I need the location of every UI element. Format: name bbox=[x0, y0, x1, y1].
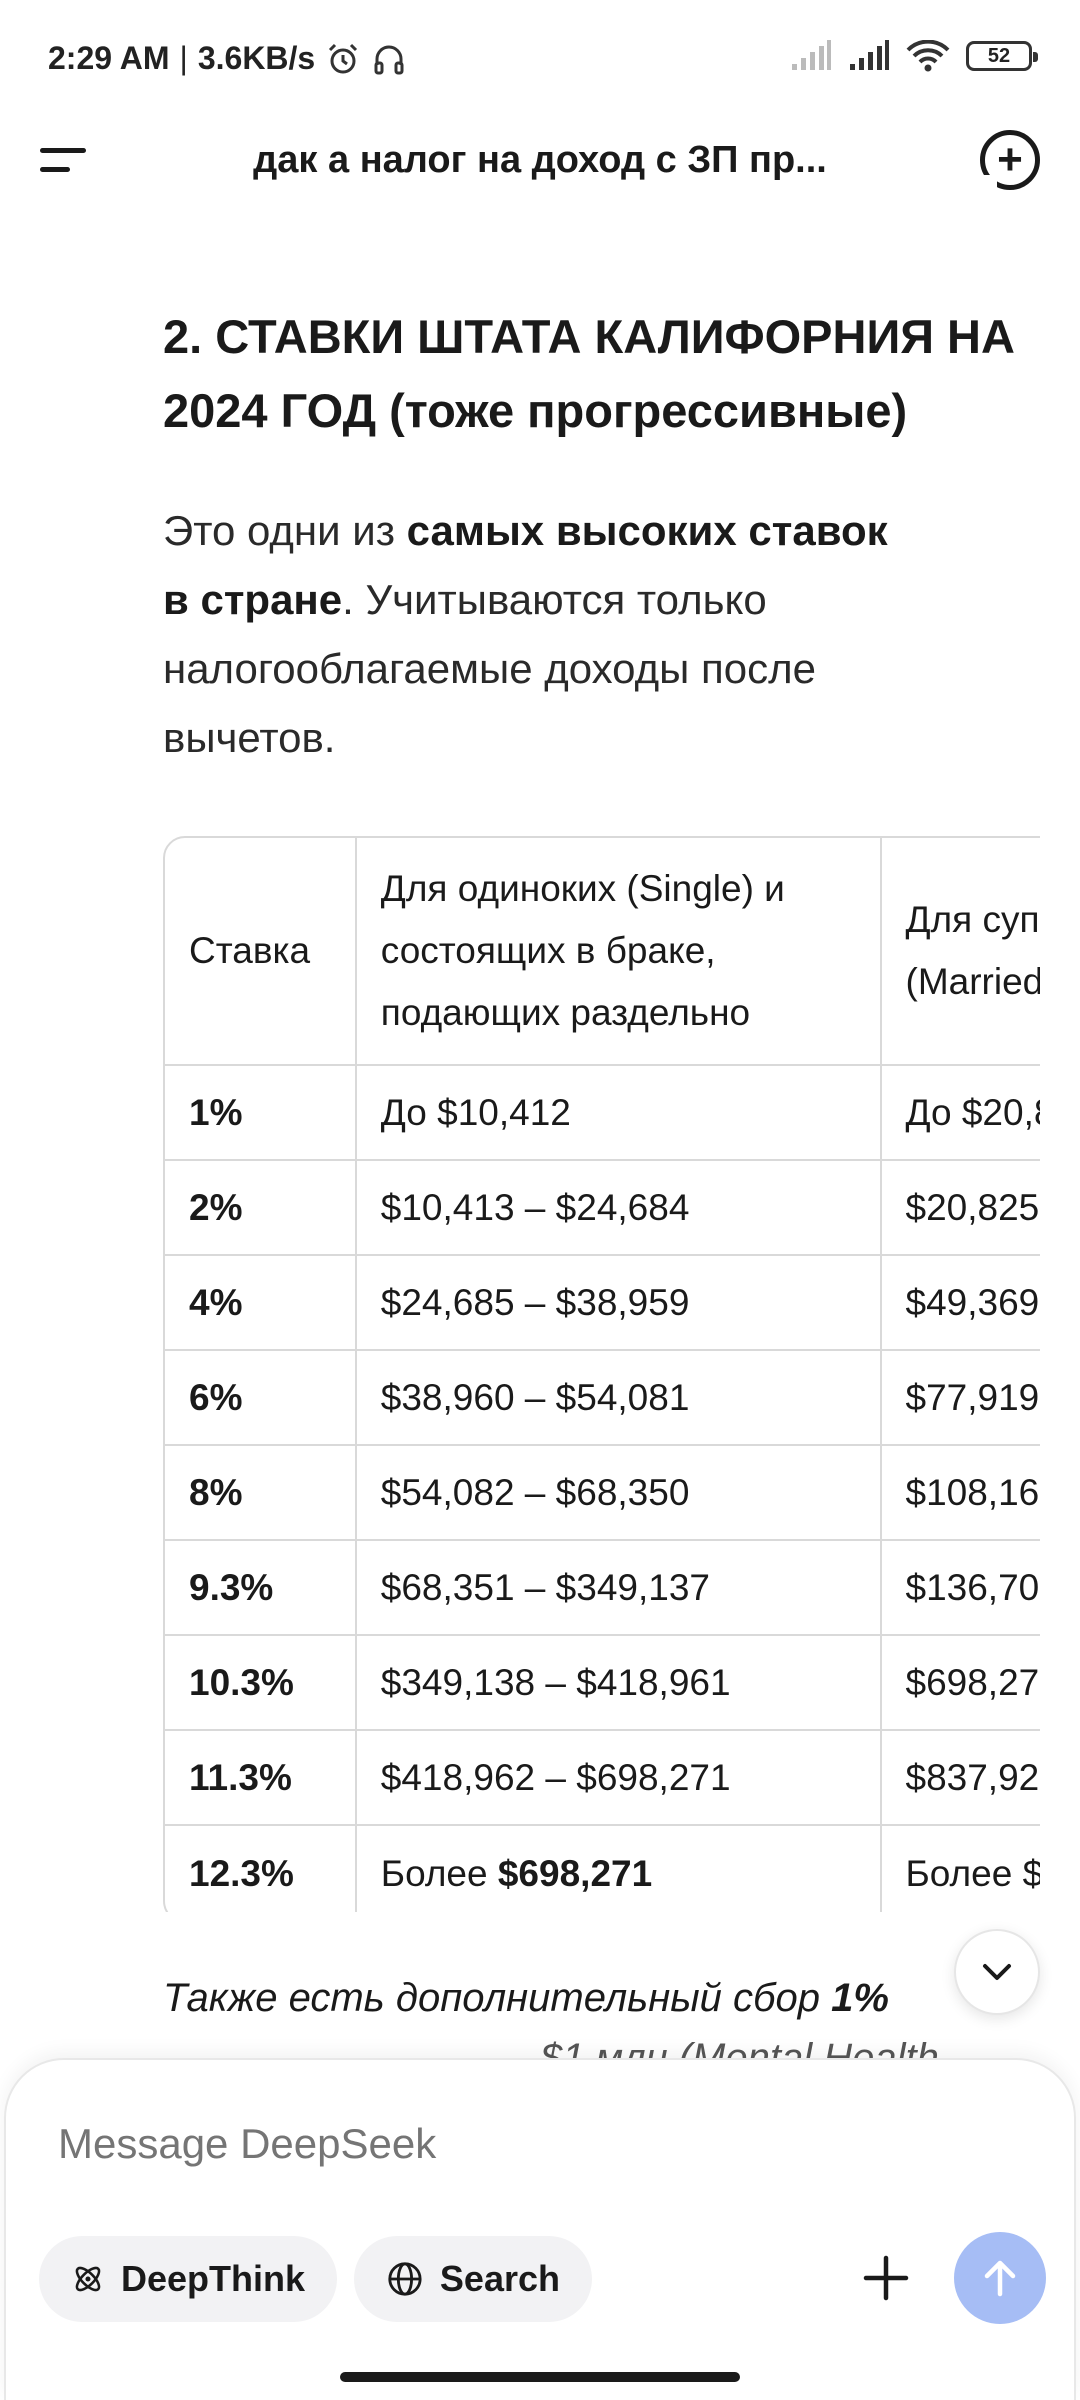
single-bold-value: $698,271 bbox=[497, 1852, 653, 1894]
joint-cell: $108,163 – $136,700 bbox=[881, 1446, 1040, 1541]
joint-cell: $20,825 – $49,368 bbox=[881, 1161, 1040, 1256]
chevron-down-icon bbox=[983, 1964, 1011, 1980]
tax-rate-table-scroll[interactable]: Ставка Для одиноких (Single) и состоящих… bbox=[163, 836, 1040, 1912]
header-rate: Ставка bbox=[165, 838, 357, 1066]
joint-cell: $77,919 – $108,162 bbox=[881, 1351, 1040, 1446]
menu-icon[interactable] bbox=[40, 130, 100, 190]
single-cell: $349,138 – $418,961 bbox=[356, 1636, 882, 1731]
rate-cell: 12.3% bbox=[165, 1826, 357, 1912]
table-row: 1% До $10,412 До $20,824 bbox=[165, 1066, 1040, 1161]
single-cell: До $10,412 bbox=[356, 1066, 882, 1161]
note-text: Также есть дополнительный сбор bbox=[163, 1976, 832, 2020]
header-single: Для одиноких (Single) и состоящих в брак… bbox=[356, 838, 882, 1066]
joint-cell: $837,923 – $1,396,542 bbox=[881, 1731, 1040, 1826]
chat-header: дак а налог на доход с ЗП пр... + bbox=[0, 120, 1080, 200]
atom-icon bbox=[75, 2266, 101, 2292]
rate-cell: 1% bbox=[165, 1066, 357, 1161]
alarm-icon bbox=[329, 43, 358, 73]
battery-level: 52 bbox=[987, 44, 1011, 67]
message-input[interactable] bbox=[58, 2120, 878, 2168]
table-row: 12.3% Более $698,271 Более $1,396,542 bbox=[165, 1826, 1040, 1912]
rate-cell: 10.3% bbox=[165, 1636, 357, 1731]
attach-button[interactable] bbox=[858, 2250, 914, 2306]
home-indicator[interactable] bbox=[340, 2372, 740, 2382]
joint-cell: $136,701 – $698,274 bbox=[881, 1541, 1040, 1636]
single-cell: $38,960 – $54,081 bbox=[356, 1351, 882, 1446]
joint-cell: $698,275 – $837,922 bbox=[881, 1636, 1040, 1731]
search-label: Search bbox=[439, 2258, 560, 2299]
headphones-icon bbox=[374, 45, 404, 74]
send-button[interactable] bbox=[954, 2232, 1046, 2324]
status-right: 52 bbox=[790, 40, 1038, 72]
intro-paragraph: Это одни из самых высоких ставок в стран… bbox=[163, 496, 923, 772]
table-row: 10.3% $349,138 – $418,961 $698,275 – $83… bbox=[165, 1636, 1040, 1731]
single-prefix: Более bbox=[380, 1852, 498, 1894]
signal-weak-icon bbox=[792, 40, 831, 70]
signal-icon bbox=[850, 40, 889, 70]
rate-cell: 11.3% bbox=[165, 1731, 357, 1826]
search-button[interactable]: Search bbox=[354, 2236, 592, 2322]
single-cell: $418,962 – $698,271 bbox=[356, 1731, 882, 1826]
arrow-up-icon bbox=[984, 2260, 1016, 2297]
table-row: 8% $54,082 – $68,350 $108,163 – $136,700 bbox=[165, 1446, 1040, 1541]
scroll-down-button[interactable] bbox=[954, 1929, 1040, 2015]
status-time: 2:29 AM bbox=[48, 40, 170, 76]
status-left: 2:29 AM | 3.6KB/s bbox=[48, 40, 407, 77]
note-bold: 1% bbox=[831, 1976, 889, 2020]
single-cell: $68,351 – $349,137 bbox=[356, 1541, 882, 1636]
joint-cell: Более $1,396,542 bbox=[905, 1852, 1041, 1894]
joint-cell: До $20,824 bbox=[881, 1066, 1040, 1161]
deepthink-label: DeepThink bbox=[120, 2258, 305, 2299]
status-bar: 2:29 AM | 3.6KB/s bbox=[0, 0, 1080, 130]
joint-cell: $49,369 – $77,918 bbox=[881, 1256, 1040, 1351]
section-heading: 2. СТАВКИ ШТАТА КАЛИФОРНИЯ НА 2024 ГОД (… bbox=[163, 310, 1015, 437]
rate-cell: 9.3% bbox=[165, 1541, 357, 1636]
wifi-icon bbox=[906, 40, 950, 72]
single-cell: $10,413 – $24,684 bbox=[356, 1161, 882, 1256]
deepthink-button[interactable]: DeepThink bbox=[39, 2236, 337, 2322]
network-speed: 3.6KB/s bbox=[197, 40, 316, 76]
single-cell: $54,082 – $68,350 bbox=[356, 1446, 882, 1541]
chat-title[interactable]: дак а налог на доход с ЗП пр... bbox=[253, 138, 827, 181]
rate-cell: 2% bbox=[165, 1161, 357, 1256]
status-separator: | bbox=[179, 40, 188, 76]
assistant-message: 2. СТАВКИ ШТАТА КАЛИФОРНИЯ НА 2024 ГОД (… bbox=[163, 300, 1063, 772]
tax-rate-table: Ставка Для одиноких (Single) и состоящих… bbox=[163, 836, 1040, 1912]
table-row: 11.3% $418,962 – $698,271 $837,923 – $1,… bbox=[165, 1731, 1040, 1826]
table-row: 6% $38,960 – $54,081 $77,919 – $108,162 bbox=[165, 1351, 1040, 1446]
table-row: 2% $10,413 – $24,684 $20,825 – $49,368 bbox=[165, 1161, 1040, 1256]
table-row: 9.3% $68,351 – $349,137 $136,701 – $698,… bbox=[165, 1541, 1040, 1636]
rate-cell: 6% bbox=[165, 1351, 357, 1446]
plus-icon bbox=[863, 2255, 909, 2301]
rate-cell: 4% bbox=[165, 1256, 357, 1351]
intro-bold-text: самых высоких ставок в стране bbox=[163, 507, 888, 623]
intro-text-2: . Учитываются только налогооблагаемые до… bbox=[163, 576, 816, 761]
header-joint: Для супругов, совместно (Married Jointly… bbox=[881, 838, 1040, 1066]
globe-icon bbox=[388, 2262, 422, 2296]
intro-text-1: Это одни из bbox=[163, 507, 407, 554]
additional-tax-note: Также есть дополнительный сбор 1% bbox=[163, 1968, 1043, 2028]
message-composer: DeepThink Search bbox=[4, 2058, 1076, 2400]
new-chat-icon[interactable]: + bbox=[980, 130, 1040, 190]
table-header-row: Ставка Для одиноких (Single) и состоящих… bbox=[165, 838, 1040, 1066]
battery-indicator: 52 bbox=[966, 41, 1038, 71]
single-cell: $24,685 – $38,959 bbox=[356, 1256, 882, 1351]
single-cell: Более $698,271 bbox=[357, 1826, 882, 1912]
table-row: 4% $24,685 – $38,959 $49,369 – $77,918 bbox=[165, 1256, 1040, 1351]
rate-cell: 8% bbox=[165, 1446, 357, 1541]
